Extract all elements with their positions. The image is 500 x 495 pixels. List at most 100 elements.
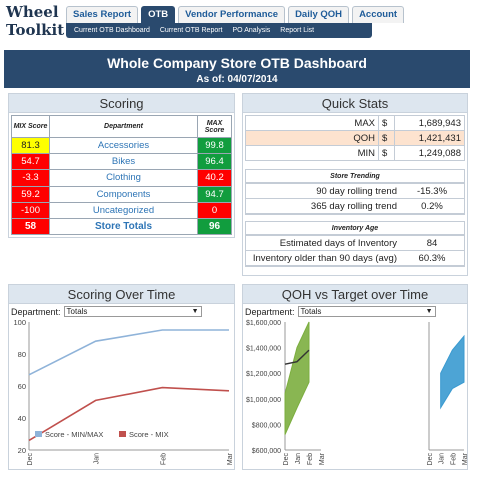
qoh-vs-target-title: QOH vs Target over Time (243, 285, 467, 304)
trend-label: 365 day rolling trend (246, 198, 400, 214)
scoring-table: MIX Score Department MAX Score 81.3 Acce… (11, 115, 232, 236)
y-tick-label: $1,200,000 (246, 371, 281, 378)
y-tick-label: $800,000 (252, 422, 281, 429)
stat-label: MAX (245, 115, 379, 131)
left-x-tick-label: Feb (307, 453, 314, 465)
stat-value: 1,421,431 (394, 130, 465, 146)
table-row: -100 Uncategorized 0 (11, 201, 232, 219)
department-link[interactable]: Components (49, 185, 198, 203)
scoring-title: Scoring (9, 94, 234, 113)
stat-label: QOH (245, 130, 379, 146)
table-row: 90 day rolling trend -15.3% (246, 183, 464, 199)
y-tick-label: $1,000,000 (246, 397, 281, 404)
subnav-current-otb-report[interactable]: Current OTB Report (159, 27, 223, 34)
stat-value: 1,249,088 (394, 145, 465, 161)
table-row: 59.2 Components 94.7 (11, 185, 232, 203)
inventory-value: 60.3% (400, 250, 464, 266)
department-select-value: Totals (300, 307, 322, 316)
department-link[interactable]: Accessories (49, 136, 198, 155)
mix-score-cell: -100 (11, 201, 50, 219)
department-link[interactable]: Bikes (49, 153, 198, 171)
tab-otb[interactable]: OTB (141, 6, 176, 23)
store-trending-table: 90 day rolling trend -15.3% 365 day roll… (246, 183, 464, 214)
wheel-toolkit-logo[interactable]: Wheel Toolkit (6, 4, 64, 42)
subnav-po-analysis[interactable]: PO Analysis (232, 27, 271, 34)
max-score-header: MAX Score (197, 115, 232, 138)
subnav-report-list[interactable]: Report List (280, 27, 315, 34)
qoh-vs-target-chart: $600,000 $800,000 $1,000,000 $1,200,000 $1,4… (246, 320, 467, 466)
max-score-cell: 0 (197, 201, 232, 219)
department-filter: Department: Totals ▼ (245, 306, 436, 317)
stat-row-min: MIN $ 1,249,088 (245, 145, 465, 161)
table-row: Estimated days of Inventory 84 (246, 235, 464, 251)
inventory-age-table: Estimated days of Inventory 84 Inventory… (246, 235, 464, 266)
series-line-mix (28, 386, 230, 442)
right-x-tick-label: Mar (462, 452, 467, 465)
y-tick-label: 100 (13, 318, 26, 327)
legend-swatch (119, 431, 126, 437)
y-tick-label: 60 (18, 382, 26, 391)
inventory-label: Inventory older than 90 days (avg) (246, 250, 400, 266)
currency-symbol: $ (378, 145, 395, 161)
y-tick-label: 20 (18, 446, 26, 455)
series-line-min-max (28, 329, 229, 376)
department-select[interactable]: Totals ▼ (63, 306, 202, 317)
tab-vendor-performance[interactable]: Vendor Performance (178, 6, 286, 23)
stat-row-max: MAX $ 1,689,943 (245, 115, 465, 131)
inventory-age-title: Inventory Age (246, 222, 464, 235)
department-header: Department (49, 115, 198, 138)
table-row: 54.7 Bikes 96.4 (11, 153, 232, 171)
main-nav: Sales Report OTB Vendor Performance Dail… (66, 6, 405, 38)
right-target-band (440, 334, 465, 410)
right-x-tick-label: Dec (427, 453, 434, 466)
department-link[interactable]: Clothing (49, 169, 198, 187)
department-select-value: Totals (66, 307, 88, 316)
total-max-score: 96 (197, 217, 232, 236)
legend-swatch (35, 431, 42, 437)
table-row: -3.3 Clothing 40.2 (11, 169, 232, 187)
left-target-band (284, 321, 310, 435)
tab-sales-report[interactable]: Sales Report (66, 6, 139, 23)
scoring-over-time-title: Scoring Over Time (9, 285, 234, 304)
table-row: 365 day rolling trend 0.2% (246, 198, 464, 214)
left-x-tick-label: Mar (319, 452, 326, 465)
department-select[interactable]: Totals ▼ (297, 306, 436, 317)
inventory-label: Estimated days of Inventory (246, 235, 400, 251)
subnav-current-otb-dashboard[interactable]: Current OTB Dashboard (74, 27, 150, 34)
as-of-date: As of: 04/07/2014 (196, 74, 278, 85)
left-qoh-line (284, 349, 310, 365)
chevron-down-icon: ▼ (425, 308, 433, 315)
quick-stats-table: MAX $ 1,689,943 QOH $ 1,421,431 MIN $ 1,… (245, 115, 465, 161)
y-tick-label: $1,400,000 (246, 346, 281, 353)
scoring-over-time-panel: Scoring Over Time Department: Totals ▼ 2… (8, 284, 235, 470)
right-x-tick-label: Feb (450, 453, 457, 465)
logo-line1: Wheel (6, 3, 59, 21)
department-filter-label: Department: (245, 306, 295, 317)
qoh-vs-target-panel: QOH vs Target over Time Department: Tota… (242, 284, 468, 470)
department-link[interactable]: Uncategorized (49, 201, 198, 219)
total-mix-score: 58 (11, 217, 50, 236)
left-x-tick-label: Jan (295, 453, 302, 464)
store-trending-title: Store Trending (246, 170, 464, 183)
logo-line2: Toolkit (6, 21, 65, 39)
mix-score-cell: 59.2 (11, 185, 50, 203)
stat-row-qoh: QOH $ 1,421,431 (245, 130, 465, 146)
department-filter: Department: Totals ▼ (11, 306, 202, 317)
y-tick-label: $600,000 (252, 448, 281, 455)
tab-account[interactable]: Account (352, 6, 405, 23)
stat-label: MIN (245, 145, 379, 161)
otb-subnav: Current OTB Dashboard Current OTB Report… (66, 23, 372, 38)
inventory-age-box: Inventory Age Estimated days of Inventor… (245, 221, 465, 267)
inventory-value: 84 (400, 235, 464, 251)
stat-value: 1,689,943 (394, 115, 465, 131)
left-x-tick-label: Dec (283, 453, 290, 466)
scoring-panel: Scoring MIX Score Department MAX Score 8… (8, 93, 235, 238)
dashboard-banner: Whole Company Store OTB Dashboard As of:… (4, 50, 470, 88)
mix-score-cell: -3.3 (11, 169, 50, 187)
x-tick-label: Feb (160, 453, 167, 465)
store-totals-link[interactable]: Store Totals (49, 217, 198, 236)
chevron-down-icon: ▼ (191, 308, 199, 315)
department-filter-label: Department: (11, 306, 61, 317)
table-row: 81.3 Accessories 99.8 (11, 136, 232, 155)
tab-daily-qoh[interactable]: Daily QOH (288, 6, 350, 23)
